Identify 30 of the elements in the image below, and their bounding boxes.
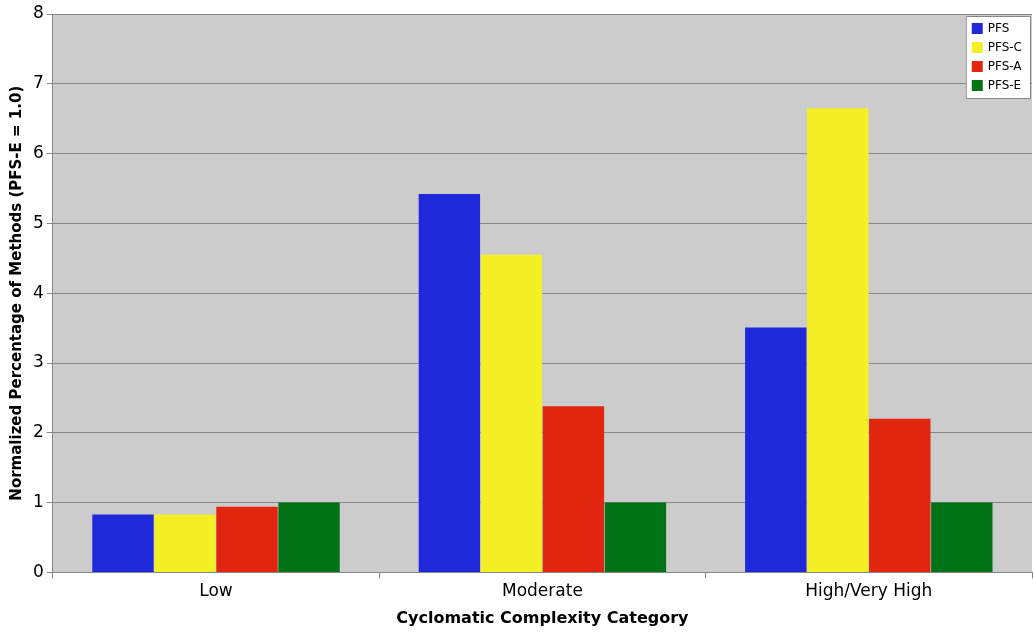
y-tick-label: 2 <box>32 421 44 442</box>
y-tick-label: 4 <box>32 281 44 302</box>
y-tick-label: 6 <box>32 142 44 163</box>
legend-label: PFS-C <box>987 40 1023 55</box>
bar <box>931 502 993 572</box>
legend-label: PFS-E <box>987 78 1022 93</box>
bar <box>418 194 481 572</box>
x-tick-label: High/Very High <box>805 580 933 601</box>
x-tick-label: Low <box>199 580 233 601</box>
bar <box>745 327 807 572</box>
y-tick-label: 5 <box>32 211 44 232</box>
y-tick-label: 3 <box>32 351 44 372</box>
y-axis-title: Normalized Percentage of Methods (PFS-E = 1.0) <box>6 85 25 501</box>
legend-label: PFS <box>987 21 1010 36</box>
y-tick-label: 0 <box>32 560 44 581</box>
bar <box>92 514 154 572</box>
bar <box>542 406 605 572</box>
y-tick-label: 1 <box>32 491 44 512</box>
y-tick-label: 8 <box>32 2 44 23</box>
bar <box>154 514 216 572</box>
bar <box>604 502 667 572</box>
bar <box>807 108 869 572</box>
bar <box>480 254 543 572</box>
bar <box>216 506 278 572</box>
x-tick-label: Moderate <box>501 580 583 601</box>
y-tick-label: 7 <box>32 72 44 93</box>
x-axis-title: Cyclomatic Complexity Category <box>396 607 690 627</box>
bar <box>278 502 340 572</box>
bar <box>869 418 931 572</box>
legend-label: PFS-A <box>987 59 1023 74</box>
